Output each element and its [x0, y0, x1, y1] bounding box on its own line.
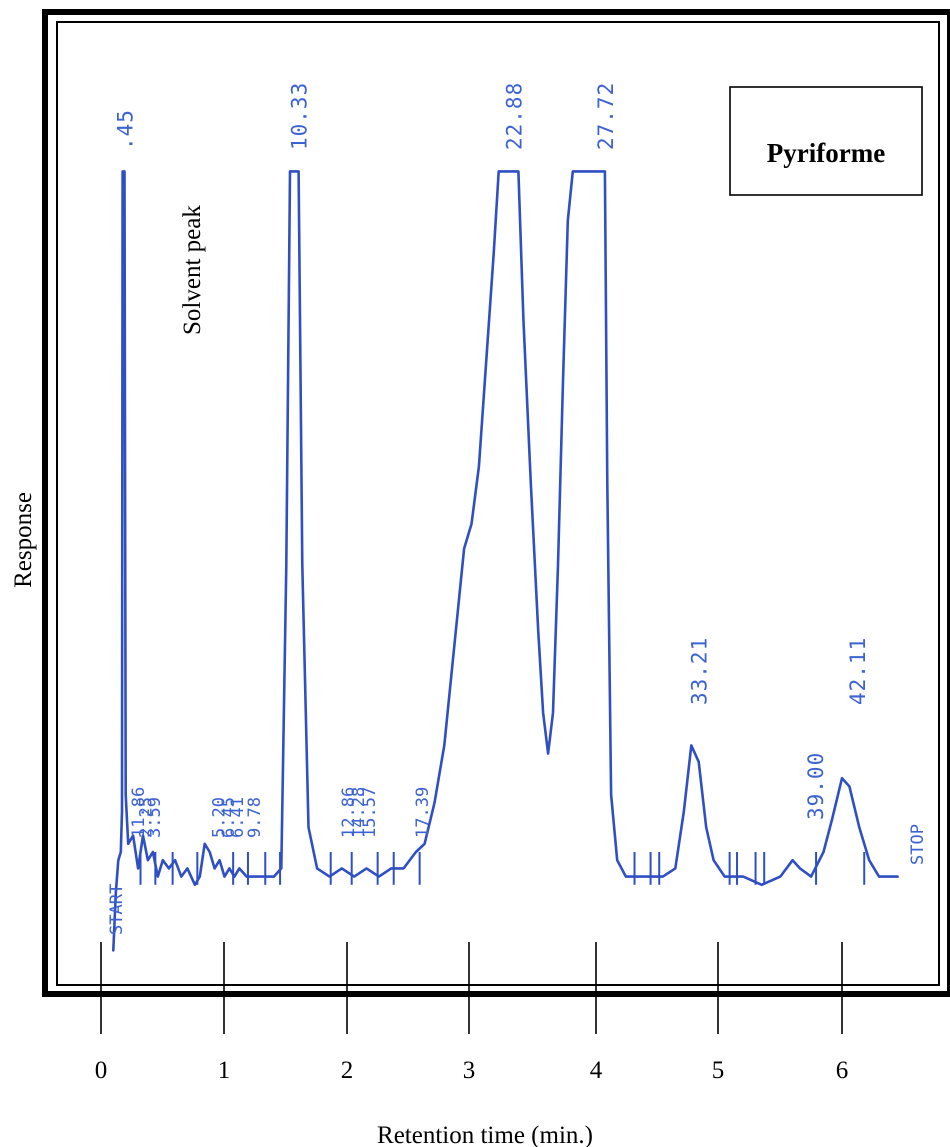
- x-tick-label: 3: [463, 1057, 476, 1084]
- x-axis-tick-labels: 0 1 2 3 4 5 6: [95, 1057, 849, 1084]
- peak-label: 39.00: [804, 752, 828, 820]
- minor-peak-label: 17.39: [413, 787, 433, 838]
- peak-label: 10.33: [288, 82, 312, 150]
- x-tick-label: 1: [218, 1057, 231, 1084]
- minor-peak-label: 2.25: [136, 797, 156, 838]
- chart-frame-inner: [56, 21, 940, 986]
- x-tick-label: 2: [341, 1057, 354, 1084]
- x-axis-ticks: [100, 942, 843, 1034]
- chromatogram-trace: [112, 170, 899, 952]
- legend-box: [729, 86, 923, 196]
- minor-peak-label: 11.86: [129, 787, 149, 838]
- x-tick-label: 5: [712, 1057, 725, 1084]
- legend-label: Pyriforme: [767, 138, 885, 168]
- minor-label-group: 11.862.253.59 5.206.456.419.78 12.8614.281…: [129, 787, 433, 838]
- start-label: START: [107, 884, 127, 935]
- x-tick-label: 6: [836, 1057, 849, 1084]
- minor-peak-label: 6.41: [228, 797, 248, 838]
- peak-label: 33.21: [688, 637, 712, 705]
- stop-label: STOP: [908, 824, 928, 865]
- peak-label: 27.72: [594, 82, 618, 150]
- minor-peak-label: 5.20: [209, 797, 229, 838]
- peak-label: .45: [113, 109, 137, 150]
- solvent-peak-annotation: Solvent peak: [179, 205, 206, 335]
- peak-label-group: .45 10.33 22.88 27.72 33.21 39.00 42.11: [113, 82, 869, 820]
- x-tick-label: 0: [95, 1057, 108, 1084]
- minor-peak-label: 9.78: [245, 797, 265, 838]
- peak-label: 42.11: [846, 637, 870, 705]
- minor-peak-label: 15.57: [360, 787, 380, 838]
- minor-peak-label: 6.45: [219, 797, 239, 838]
- marker-group: [139, 852, 866, 885]
- minor-peak-label: 3.59: [145, 797, 165, 838]
- peak-label: 22.88: [502, 82, 526, 150]
- minor-peak-label: 14.28: [349, 787, 369, 838]
- x-axis-title: Retention time (min.): [377, 1122, 593, 1147]
- y-axis-title: Response: [10, 492, 37, 588]
- minor-peak-label: 12.86: [339, 787, 359, 838]
- x-tick-label: 4: [590, 1057, 603, 1084]
- chart-frame-outer: [42, 9, 950, 997]
